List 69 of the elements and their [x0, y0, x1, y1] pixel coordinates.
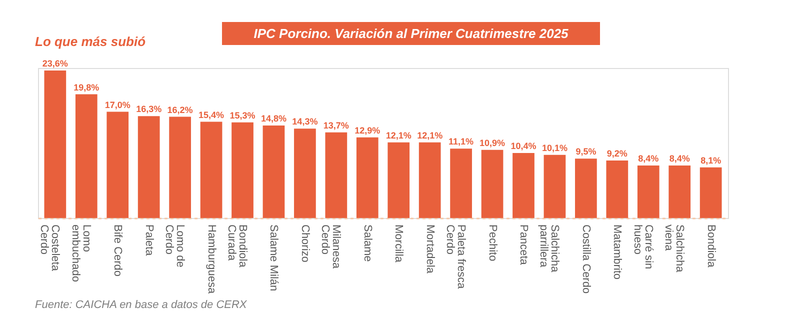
chart-subtitle: Lo que más subió	[35, 34, 146, 49]
x-tick-label: Lomo embuchado	[69, 224, 92, 282]
x-tick-label: Panceta	[518, 224, 530, 266]
x-tick-label: Salame Milán	[268, 224, 280, 292]
source-note: Fuente: CAICHA en base a datos de CERX	[35, 299, 248, 311]
x-tick-label: Milanesa Cerdo	[319, 224, 342, 270]
bar	[418, 142, 441, 218]
bar	[544, 154, 566, 218]
bar	[75, 94, 98, 218]
data-label: 9,2%	[606, 148, 628, 158]
data-label: 14,8%	[260, 114, 286, 124]
data-label: 10,1%	[542, 142, 568, 153]
x-tick-label: Salame	[361, 224, 374, 262]
data-label: 23,6%	[42, 58, 68, 68]
x-tick-label: Carré sin hueso	[631, 224, 654, 270]
bar	[481, 150, 504, 218]
x-tick-label: Matambrito	[611, 224, 624, 280]
data-label: 8,4%	[669, 154, 690, 164]
bar	[325, 132, 348, 218]
bar	[450, 148, 472, 218]
data-label: 9,5%	[576, 146, 596, 157]
bar	[388, 142, 410, 218]
data-label: 12,1%	[417, 130, 443, 140]
x-tick-label: Pechito	[486, 224, 498, 262]
data-label: 12,9%	[354, 125, 380, 136]
x-tick-label: Costeleta Cerdo	[38, 224, 62, 272]
data-label: 17,0%	[104, 100, 130, 110]
x-tick-label: Bife Cerdo	[112, 224, 124, 276]
bar	[262, 126, 285, 218]
chart-title: IPC Porcino. Variación al Primer Cuatrimestre 2025	[254, 26, 570, 41]
data-label: 16,3%	[136, 104, 162, 114]
data-label: 10,9%	[480, 138, 506, 148]
data-label: 13,7%	[323, 120, 349, 130]
bar	[232, 122, 254, 218]
data-label: 8,4%	[638, 154, 659, 164]
bar	[356, 137, 378, 218]
x-tick-label: Chorizo	[298, 224, 311, 262]
data-label: 14,3%	[292, 116, 318, 127]
bar	[294, 128, 316, 218]
x-tick-label: Morcilla	[392, 224, 405, 264]
data-label: 15,3%	[230, 110, 256, 120]
bar	[138, 116, 160, 218]
x-tick-label: Mortadela	[424, 224, 436, 274]
x-tick-label: Costilla Cerdo	[580, 224, 592, 294]
bar	[106, 112, 129, 218]
bar	[637, 166, 660, 218]
x-tick-label: Bondiola	[704, 224, 717, 268]
bar	[668, 166, 691, 218]
bar	[44, 70, 66, 218]
bar	[512, 153, 534, 218]
bar	[169, 116, 191, 218]
data-label: 8,1%	[700, 155, 722, 166]
data-label: 15,4%	[198, 110, 224, 120]
bar	[200, 122, 222, 218]
bar	[575, 158, 597, 218]
x-tick-label: Lomo de Cerdo	[163, 224, 186, 268]
bar	[606, 160, 628, 218]
bar	[700, 167, 722, 218]
x-tick-label: Bondiola Curada	[226, 224, 248, 268]
x-tick-label: Paleta fresca Cerdo	[444, 224, 468, 290]
data-label: 11,1%	[448, 136, 474, 147]
x-tick-label: Salchicha viena	[662, 224, 686, 274]
x-tick-label: Paleta	[142, 224, 155, 257]
data-label: 19,8%	[74, 82, 100, 92]
data-label: 10,4%	[510, 141, 536, 151]
data-label: 16,2%	[167, 104, 193, 115]
data-label: 12,1%	[386, 130, 412, 140]
x-tick-label: Hamburguesa	[205, 224, 218, 294]
x-tick-label: Salchicha parrillera	[538, 224, 561, 274]
